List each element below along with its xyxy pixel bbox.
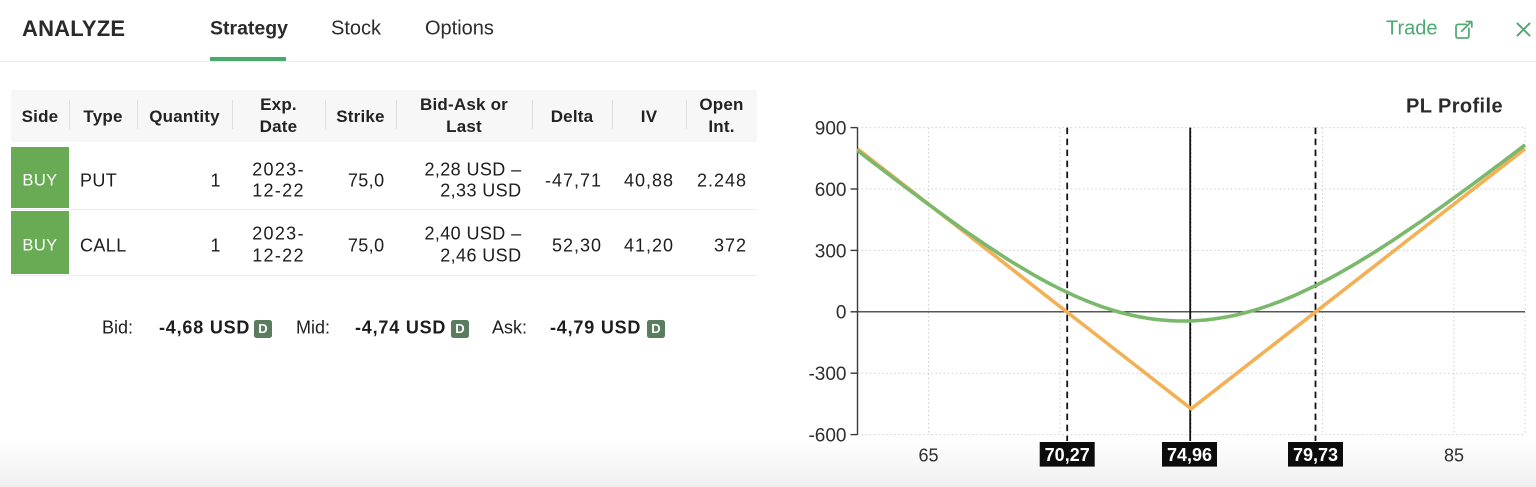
- svg-text:79,73: 79,73: [1293, 445, 1338, 465]
- svg-text:300: 300: [815, 241, 847, 262]
- svg-text:65: 65: [918, 446, 938, 466]
- svg-text:70,27: 70,27: [1045, 445, 1090, 465]
- svg-text:-300: -300: [808, 364, 846, 385]
- svg-text:PL Profile: PL Profile: [1406, 96, 1503, 118]
- svg-text:600: 600: [815, 180, 847, 201]
- svg-text:-600: -600: [808, 426, 846, 447]
- svg-text:85: 85: [1444, 446, 1464, 466]
- svg-text:74,96: 74,96: [1167, 445, 1212, 465]
- svg-text:900: 900: [815, 119, 847, 140]
- svg-text:0: 0: [836, 303, 847, 324]
